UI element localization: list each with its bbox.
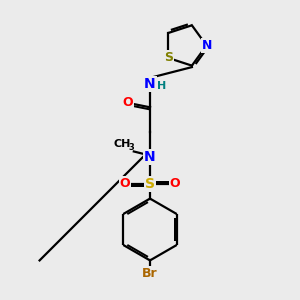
Text: 3: 3 — [128, 142, 134, 152]
Text: Br: Br — [142, 267, 158, 280]
Text: O: O — [123, 96, 133, 110]
Text: S: S — [164, 51, 173, 64]
Text: O: O — [120, 177, 130, 190]
Text: N: N — [202, 39, 212, 52]
Text: O: O — [170, 177, 180, 190]
Text: S: S — [145, 177, 155, 191]
Text: N: N — [144, 77, 156, 91]
Text: H: H — [157, 81, 166, 91]
Text: N: N — [144, 150, 156, 164]
Text: CH: CH — [113, 139, 131, 149]
